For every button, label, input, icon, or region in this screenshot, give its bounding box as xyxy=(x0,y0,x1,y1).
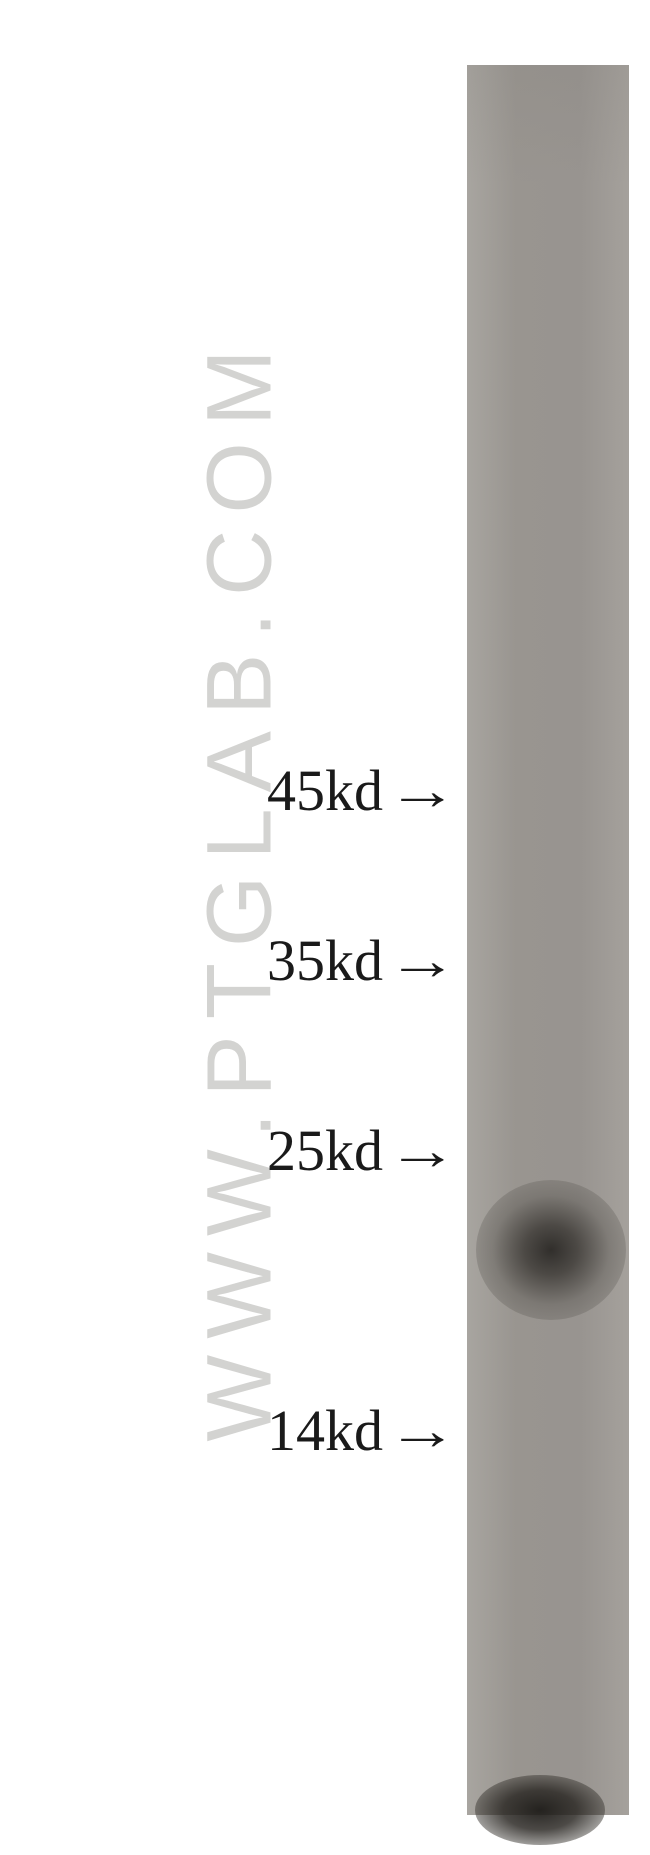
blot-lane xyxy=(467,65,629,1815)
arrow-right-icon: → xyxy=(387,1399,459,1462)
marker-row: 45kd → xyxy=(0,750,450,830)
marker-label: 25kd xyxy=(267,1117,395,1184)
arrow-right-icon: → xyxy=(387,929,459,992)
marker-label: 45kd xyxy=(267,757,395,824)
arrow-right-icon: → xyxy=(387,759,459,822)
marker-row: 14kd → xyxy=(0,1390,450,1470)
blot-band xyxy=(476,1180,626,1320)
marker-row: 25kd → xyxy=(0,1110,450,1190)
lane-top-shade xyxy=(467,65,629,185)
marker-row: 35kd → xyxy=(0,920,450,1000)
arrow-right-icon: → xyxy=(387,1119,459,1182)
blot-band xyxy=(475,1775,605,1845)
marker-label: 35kd xyxy=(267,927,395,994)
marker-label: 14kd xyxy=(267,1397,395,1464)
